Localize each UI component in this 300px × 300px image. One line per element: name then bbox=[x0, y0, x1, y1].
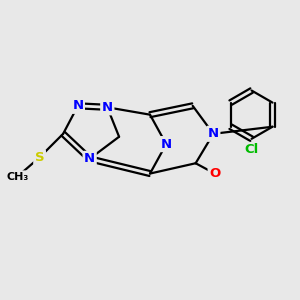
Text: N: N bbox=[72, 99, 83, 112]
Text: O: O bbox=[209, 167, 220, 180]
Text: S: S bbox=[35, 151, 44, 164]
Text: N: N bbox=[208, 127, 219, 140]
Text: N: N bbox=[102, 101, 113, 114]
Text: N: N bbox=[160, 138, 172, 151]
Text: N: N bbox=[84, 152, 95, 165]
Text: Cl: Cl bbox=[244, 143, 259, 156]
Text: CH₃: CH₃ bbox=[6, 172, 28, 182]
